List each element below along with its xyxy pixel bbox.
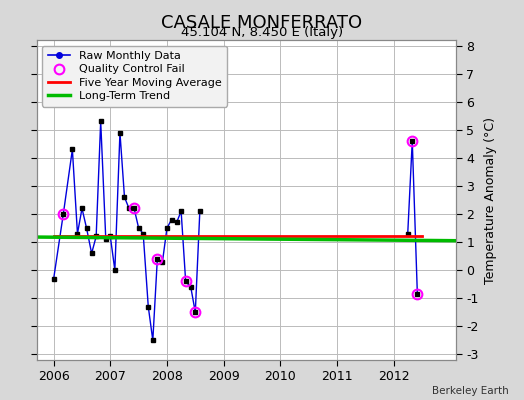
Text: Berkeley Earth: Berkeley Earth [432,386,508,396]
Text: 45.104 N, 8.450 E (Italy): 45.104 N, 8.450 E (Italy) [181,26,343,39]
Quality Control Fail [60,212,67,216]
Quality Control Fail [409,139,416,144]
Line: Quality Control Fail: Quality Control Fail [59,136,422,317]
Quality Control Fail [192,310,199,315]
Text: CASALE MONFERRATO: CASALE MONFERRATO [161,14,363,32]
Quality Control Fail [154,256,160,261]
Quality Control Fail [182,279,189,284]
Legend: Raw Monthly Data, Quality Control Fail, Five Year Moving Average, Long-Term Tren: Raw Monthly Data, Quality Control Fail, … [42,46,227,107]
Quality Control Fail [131,206,137,211]
Y-axis label: Temperature Anomaly (°C): Temperature Anomaly (°C) [484,116,497,284]
Quality Control Fail [414,292,420,296]
